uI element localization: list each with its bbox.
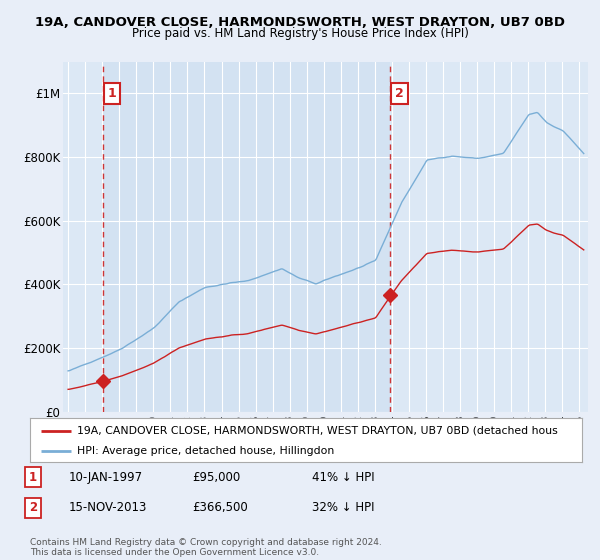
Text: 19A, CANDOVER CLOSE, HARMONDSWORTH, WEST DRAYTON, UB7 0BD (detached hous: 19A, CANDOVER CLOSE, HARMONDSWORTH, WEST…: [77, 426, 557, 436]
Text: 2: 2: [29, 501, 37, 515]
Text: £366,500: £366,500: [192, 501, 248, 515]
Bar: [103, 62, 390, 412]
Text: 41% ↓ HPI: 41% ↓ HPI: [312, 470, 374, 484]
Text: 15-NOV-2013: 15-NOV-2013: [69, 501, 148, 515]
Text: 1: 1: [29, 470, 37, 484]
Text: HPI: Average price, detached house, Hillingdon: HPI: Average price, detached house, Hill…: [77, 446, 334, 456]
Text: Contains HM Land Registry data © Crown copyright and database right 2024.
This d: Contains HM Land Registry data © Crown c…: [30, 538, 382, 557]
Text: 32% ↓ HPI: 32% ↓ HPI: [312, 501, 374, 515]
Text: 19A, CANDOVER CLOSE, HARMONDSWORTH, WEST DRAYTON, UB7 0BD: 19A, CANDOVER CLOSE, HARMONDSWORTH, WEST…: [35, 16, 565, 29]
Text: 1: 1: [108, 87, 116, 100]
Text: 10-JAN-1997: 10-JAN-1997: [69, 470, 143, 484]
Text: £95,000: £95,000: [192, 470, 240, 484]
Text: Price paid vs. HM Land Registry's House Price Index (HPI): Price paid vs. HM Land Registry's House …: [131, 27, 469, 40]
Text: 2: 2: [395, 87, 404, 100]
